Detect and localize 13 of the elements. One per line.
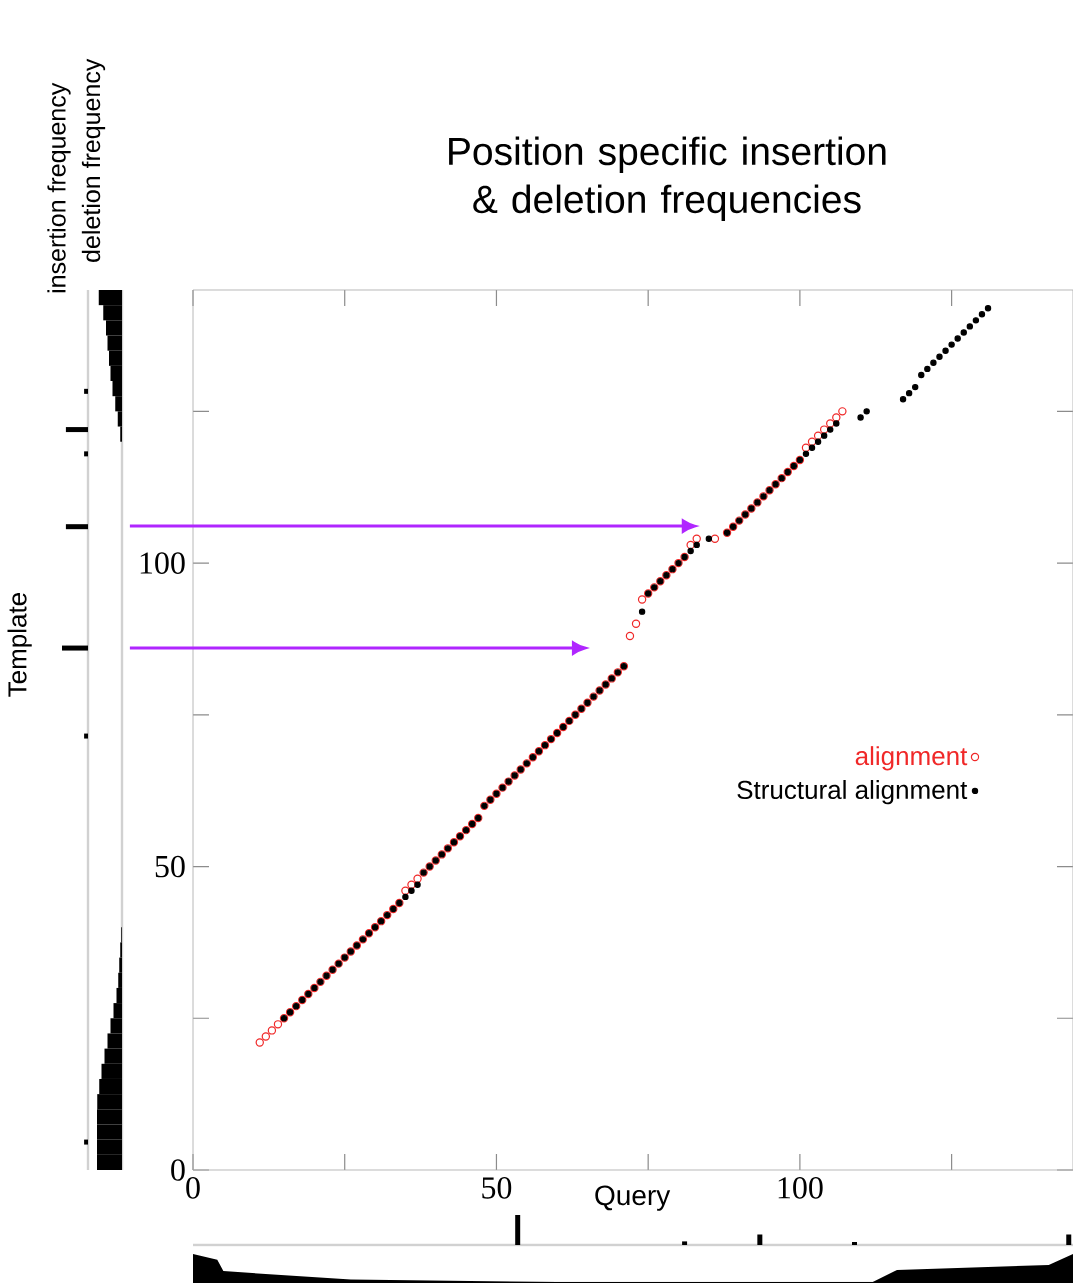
y-tick-label: 100 [140,552,185,574]
chart-title: deletion frequency [81,58,106,262]
x-tick-label: 0 [186,1177,200,1199]
legend-label: alignment [855,746,968,771]
chart-title: insertion frequency [47,82,71,293]
chart-title: Position specific insertion & deletion frequencies [449,136,886,221]
x-tick-label: 50 [482,1177,512,1199]
x-axis-title: Query [595,1185,671,1211]
y-tick-label: 50 [155,855,185,878]
y-axis-title: Template [7,593,32,697]
x-tick-label: 100 [778,1177,823,1199]
legend-label: Structural alignment [737,779,968,805]
y-tick-label: 0 [171,1159,185,1181]
